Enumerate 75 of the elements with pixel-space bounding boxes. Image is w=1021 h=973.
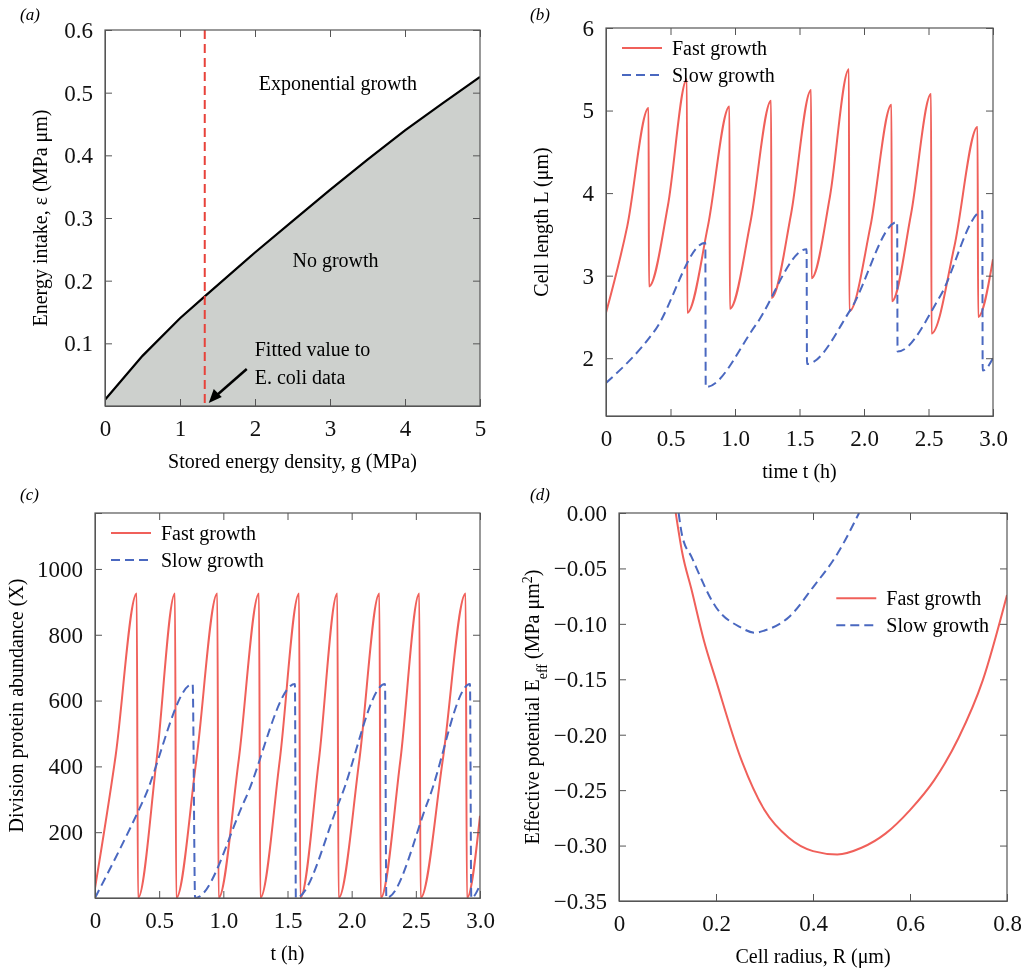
y-tick-label: 2 [582,346,594,372]
y-tick-label: 600 [48,688,83,714]
y-tick-label: −0.35 [553,888,607,914]
annotation: No growth [292,248,379,272]
legend-label: Fast growth [161,522,256,545]
legend-label: Slow growth [886,614,990,638]
x-tick-label: 0.8 [993,911,1021,937]
x-axis-title: t (h) [270,942,305,965]
chart-title: (a) [20,5,41,24]
y-tick-label: 4 [582,180,595,206]
y-axis-title: Energy intake, ε (MPa μm) [29,109,52,327]
y-tick-label: 0.4 [64,143,94,169]
y-tick-label: 0.3 [64,205,93,231]
y-tick-label: 1000 [37,556,83,582]
line-series [95,683,480,898]
y-tick-label: −0.15 [553,667,607,693]
x-tick-label: 0.4 [799,911,829,937]
x-tick-label: 0 [99,416,112,442]
annotation: Fitted value to E. coli data [254,338,371,388]
y-tick-label: 0.2 [64,268,93,294]
x-tick-label: 5 [474,416,487,442]
line-series [674,513,1007,856]
x-tick-label: 1.5 [785,426,815,452]
x-tick-label: 1.0 [209,908,239,934]
y-tick-label: −0.25 [553,778,607,803]
y-axis-title: Division protein abundance (X) [5,578,28,833]
y-tick-label: 200 [48,820,83,846]
y-tick-label: 0.6 [64,17,93,43]
x-tick-label: 0.2 [702,911,731,937]
line-series [677,513,861,634]
y-tick-label: −0.10 [553,611,607,637]
x-tick-label: 0 [613,911,626,937]
x-tick-label: 3.0 [466,908,495,934]
chart-title: (c) [20,485,40,504]
y-tick-label: 800 [48,622,83,648]
y-axis-title: Cell length L (μm) [530,147,553,297]
y-tick-label: 400 [48,754,83,780]
y-tick-label: 0.5 [64,80,93,106]
x-tick-label: 2.0 [850,426,879,452]
legend-label: Fast growth [672,37,767,60]
x-tick-label: 3 [324,416,337,442]
x-tick-label: 1.5 [273,908,303,934]
y-tick-label: −0.20 [553,722,607,748]
chart-title: (d) [530,485,551,504]
x-tick-label: 2.0 [337,908,367,934]
line-series [95,592,480,898]
x-tick-label: 0 [89,908,102,934]
legend-label: Fast growth [886,587,982,611]
legend-label: Slow growth [672,64,775,87]
x-tick-label: 0.6 [896,911,925,937]
x-tick-label: 0.5 [145,908,175,934]
x-tick-label: 0 [600,426,613,452]
x-tick-label: 2 [249,416,262,442]
line-series [606,68,993,335]
x-tick-label: 1.0 [721,426,750,452]
x-axis-title: Cell radius, R (μm) [735,945,891,968]
x-tick-label: 3.0 [979,426,1008,452]
legend-label: Slow growth [161,549,264,572]
y-tick-label: 5 [582,98,594,124]
y-tick-label: −0.05 [553,556,607,582]
line-series [606,210,993,389]
y-tick-label: 0.1 [64,331,93,357]
annotation: Exponential growth [258,72,418,96]
x-axis-title: Stored energy density, g (MPa) [168,450,417,473]
x-tick-label: 1 [174,416,187,442]
x-axis-title: time t (h) [762,460,837,483]
x-tick-label: 0.5 [656,426,686,452]
x-tick-label: 2.5 [401,908,431,934]
chart-title: (b) [530,5,551,24]
y-tick-label: 3 [582,263,594,289]
y-tick-label: 0.00 [566,500,607,526]
x-tick-label: 2.5 [914,426,944,452]
y-tick-label: −0.30 [553,833,607,859]
x-tick-label: 4 [399,416,412,442]
y-tick-label: 6 [582,15,594,41]
